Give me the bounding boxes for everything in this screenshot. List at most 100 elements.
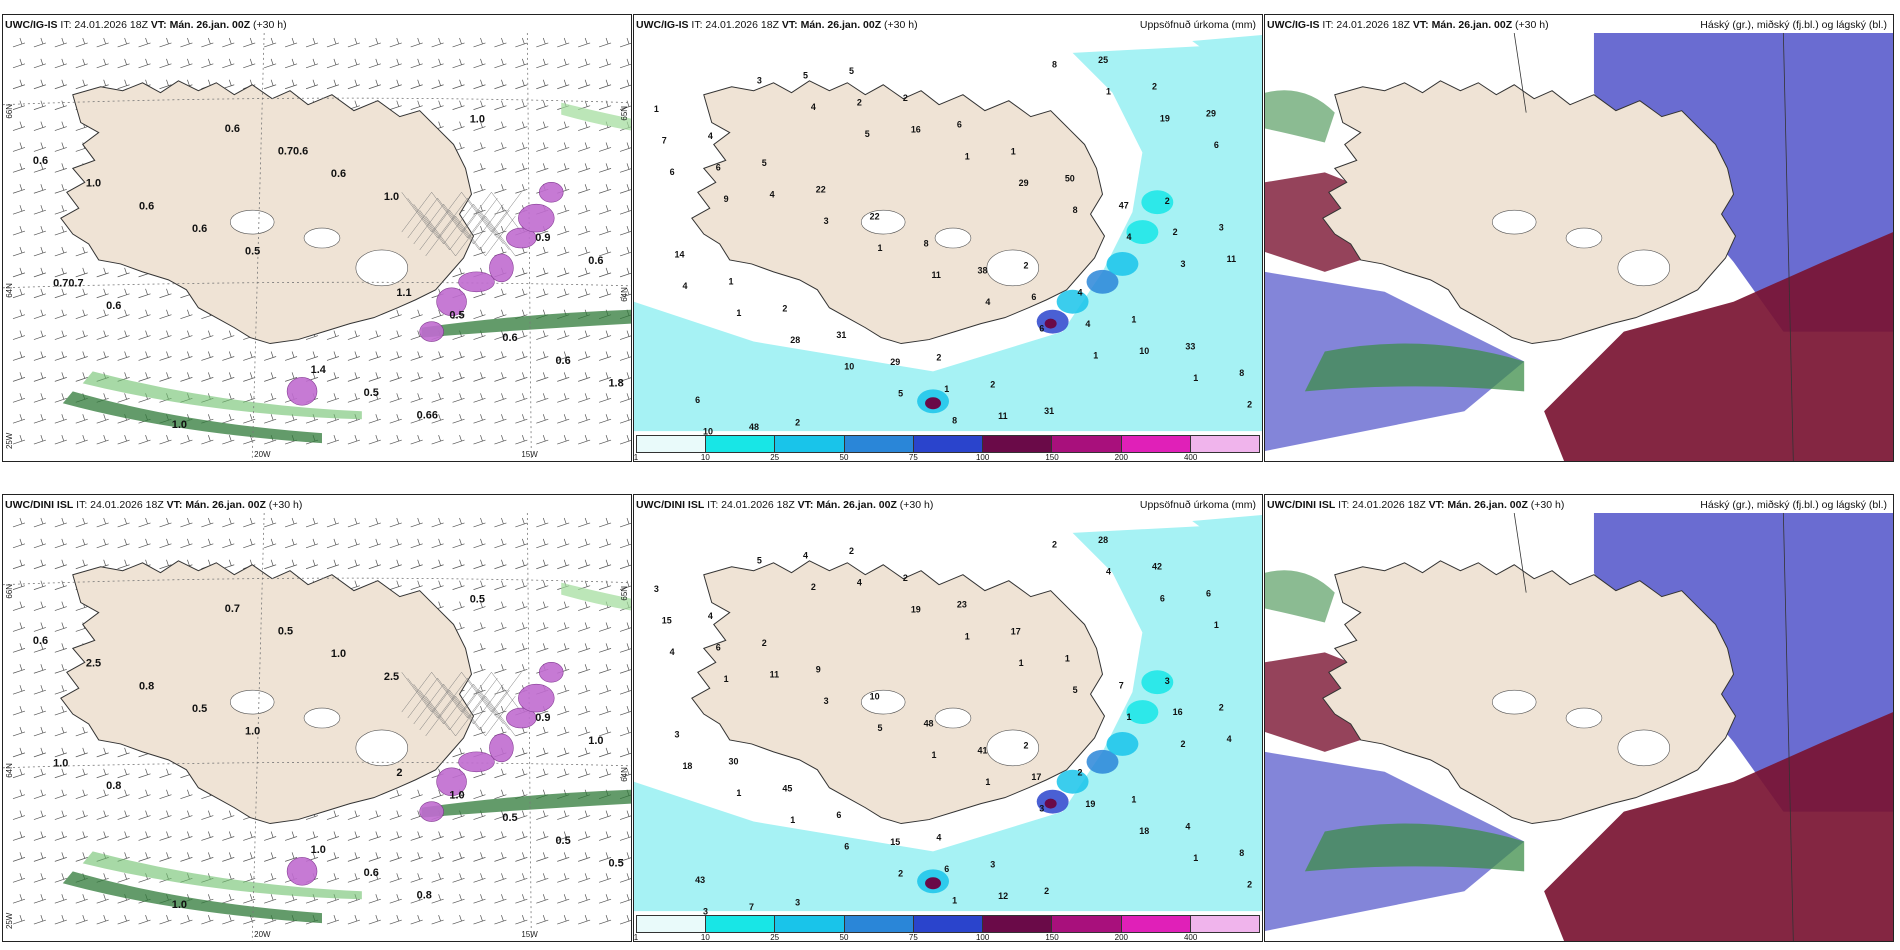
wind-barb xyxy=(33,768,46,779)
precip-blob xyxy=(506,227,537,249)
wind-barb xyxy=(243,538,256,549)
hatch xyxy=(401,192,432,233)
wind-barb xyxy=(578,894,591,904)
wind-barb xyxy=(389,559,402,570)
wind-barb xyxy=(536,351,549,361)
wind-label: 0.70.7 xyxy=(53,278,83,290)
wind-barb xyxy=(619,747,631,758)
band xyxy=(421,789,631,818)
lead-time: (+30 h) xyxy=(253,19,287,31)
wind-barb xyxy=(536,601,549,611)
wind-barb xyxy=(473,622,486,632)
precip-label: 3 xyxy=(757,75,762,85)
wind-barb xyxy=(12,351,26,361)
wind-barb xyxy=(201,372,214,382)
cloud-map[interactable] xyxy=(1265,33,1893,461)
precip-sea-shade xyxy=(1192,514,1262,573)
precip-label: 1 xyxy=(728,276,733,286)
wind-barb xyxy=(473,664,486,674)
wind-barb xyxy=(515,414,528,424)
wind-barb xyxy=(159,435,172,445)
wind-barb xyxy=(54,873,67,883)
precip-blob xyxy=(518,683,555,713)
precip-label: 10 xyxy=(870,692,880,702)
panel-title: Uppsöfnuð úrkoma (mm) xyxy=(1139,499,1256,511)
precip-map[interactable]: 3 2 3 3 4 4 2 2 2 3 2 1 2 3 2 9 4 23 30 28 10 8 17 45 42 48 43 1 6 6 4… xyxy=(634,513,1262,941)
axis-tick-label: 65N xyxy=(620,106,629,121)
wind-barb xyxy=(473,435,486,445)
wind-barb xyxy=(96,915,109,925)
wind-barb xyxy=(243,517,256,528)
wind-barb xyxy=(494,184,507,194)
wind-barb xyxy=(578,768,591,779)
lead-time: (+30 h) xyxy=(1530,499,1565,511)
wind-map[interactable]: 0.6 2 1.0 0.9 1.0 2.5 1.0 0.7 1.0 0.6 0.8 0.5 0.5 1.0… xyxy=(3,513,631,941)
wind-barb xyxy=(243,37,256,48)
wind-barb xyxy=(536,79,549,90)
precip-blob xyxy=(286,857,318,886)
wind-barb xyxy=(494,873,507,883)
wind-barb xyxy=(557,142,570,152)
colorbar-tick-label: 25 xyxy=(770,933,780,942)
precip-label: 38 xyxy=(978,265,988,275)
wind-label: 1.0 xyxy=(245,726,260,738)
wind-barb xyxy=(452,894,465,904)
wind-barb xyxy=(619,58,631,69)
panel-header: UWC/IG-IS IT: 24.01.2026 18Z VT: Mán. 26… xyxy=(1267,17,1889,33)
wind-barb xyxy=(33,664,46,674)
wind-barb xyxy=(284,831,298,841)
init-time: IT: 24.01.2026 18Z xyxy=(691,19,779,31)
wind-barb xyxy=(494,517,507,528)
precip-label: 3 xyxy=(824,696,829,706)
meridian-line xyxy=(1513,513,1794,941)
wind-barb xyxy=(494,414,507,424)
wind-barb xyxy=(515,580,528,590)
precip-label: 5 xyxy=(803,71,808,81)
wind-barb xyxy=(117,351,130,361)
wind-map[interactable]: 0.6 1.1 1.0 0.9 1.4 1.0 0.5 0.6 0.6 0.5 0.6 0.6 0.70… xyxy=(3,33,631,461)
wind-barb xyxy=(138,58,151,69)
wind-barb xyxy=(515,810,528,820)
colorbar-tick-label: 25 xyxy=(770,453,780,462)
wind-barb xyxy=(180,37,193,48)
precip-map[interactable]: 1 2 2 2 2 4 4 5 3 2 5 1 2 14 31 22 33 6 1 25 22 8 1 2 2 8 6 50 31 29 3… xyxy=(634,33,1262,461)
precip-label: 48 xyxy=(749,422,759,432)
wind-barb xyxy=(33,747,46,758)
colorbar-tick-label: 100 xyxy=(975,453,990,462)
wind-barb xyxy=(54,664,67,674)
precip-label: 5 xyxy=(865,129,870,139)
wind-barb xyxy=(159,288,172,299)
wind-barb xyxy=(75,726,88,737)
wind-barb xyxy=(536,580,549,590)
wind-barb xyxy=(389,789,402,799)
wind-barb xyxy=(264,79,277,90)
wind-barb xyxy=(578,184,591,194)
precip-label: 4 xyxy=(1077,288,1082,298)
wind-barb xyxy=(12,601,26,611)
wind-barb xyxy=(75,559,88,570)
wind-barb xyxy=(557,705,570,716)
wind-barb xyxy=(410,393,423,403)
wind-barb xyxy=(264,831,277,841)
lon-line xyxy=(251,513,265,941)
precip-label: 16 xyxy=(911,124,921,134)
precip-label: 1 xyxy=(1011,147,1016,157)
wind-barb xyxy=(515,538,528,549)
wind-barb xyxy=(557,205,570,215)
wind-label: 0.6 xyxy=(33,155,48,167)
wind-barb xyxy=(389,58,402,69)
wind-barb xyxy=(598,330,612,340)
cloud-map[interactable] xyxy=(1265,513,1893,941)
wind-barb xyxy=(54,414,67,424)
precip-blob xyxy=(1126,700,1159,725)
wind-barb xyxy=(473,372,486,382)
wind-barb xyxy=(494,435,507,445)
wind-barb xyxy=(557,768,570,779)
wind-barb xyxy=(578,685,591,695)
wind-barb xyxy=(536,163,549,173)
wind-barb xyxy=(12,267,26,278)
wind-barb xyxy=(138,351,151,361)
hatch xyxy=(437,678,468,719)
wind-barb xyxy=(326,351,340,361)
wind-barb xyxy=(54,393,67,403)
